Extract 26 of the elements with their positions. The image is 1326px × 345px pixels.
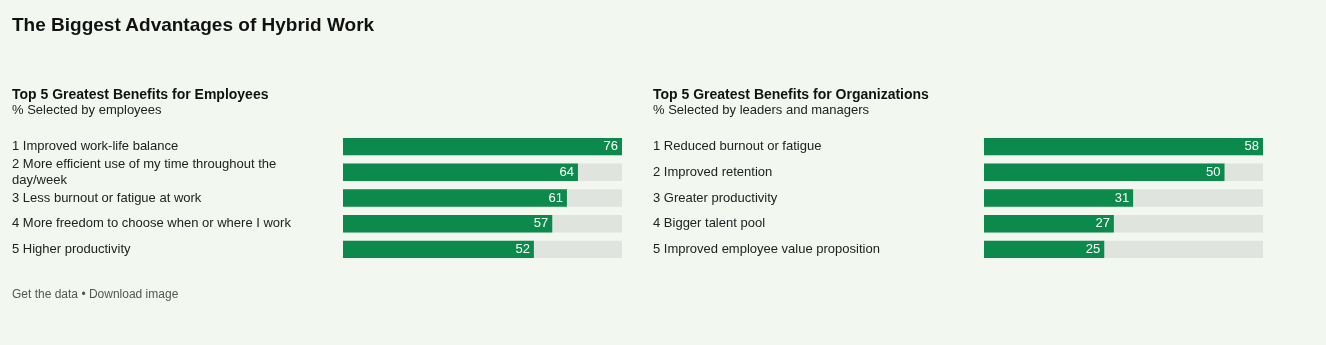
text: Top 5 Greatest Benefits for Organizations bbox=[653, 86, 930, 102]
text: The Biggest Advantages of Hybrid Work bbox=[12, 14, 376, 36]
data-label: 57 bbox=[533, 215, 549, 231]
y-tick-label: 3 Less burnout or fatigue at work bbox=[12, 189, 202, 205]
data-label: 52 bbox=[515, 240, 530, 256]
data-label: 58 bbox=[1244, 138, 1259, 154]
data-label: 50 bbox=[1206, 163, 1221, 179]
y-tick-label: 5 Higher productivity bbox=[12, 240, 131, 256]
text: Get the data • Download image bbox=[12, 287, 180, 301]
y-tick-label: 3 Greater productivity bbox=[653, 189, 778, 205]
y-tick-label: 1 Improved work-life balance bbox=[12, 138, 179, 154]
data-label: 64 bbox=[559, 163, 574, 179]
data-label: 76 bbox=[603, 138, 618, 154]
y-tick-label: 4 Bigger talent pool bbox=[653, 215, 766, 231]
y-tick-label: 5 Improved employee value proposition bbox=[653, 240, 880, 256]
data-label: 31 bbox=[1114, 189, 1130, 205]
text: % Selected by employees bbox=[12, 102, 163, 117]
data-label: 61 bbox=[548, 189, 563, 205]
text: % Selected by leaders and managers bbox=[653, 102, 871, 117]
y-tick-label: 1 Reduced burnout or fatigue bbox=[653, 138, 822, 154]
data-label: 25 bbox=[1085, 240, 1101, 256]
y-tick-label: 2 Improved retention bbox=[653, 163, 773, 179]
y-tick-label: 2 More efficient use of my time throughout the day/week bbox=[12, 156, 277, 187]
text: Top 5 Greatest Benefits for Employees bbox=[12, 86, 270, 102]
y-tick-label: 4 More freedom to choose when or where I work bbox=[12, 215, 292, 231]
data-label: 27 bbox=[1095, 215, 1110, 231]
